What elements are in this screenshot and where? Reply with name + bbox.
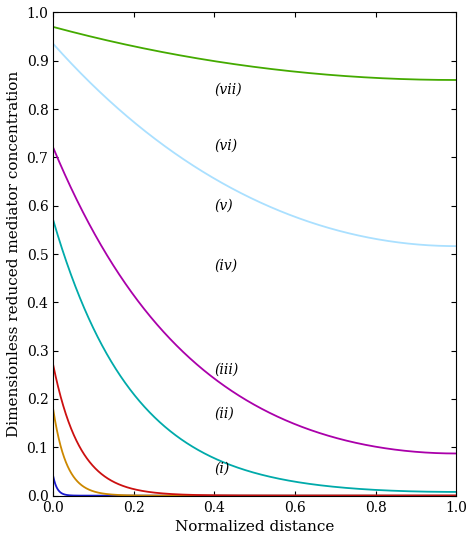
Text: (iii): (iii) bbox=[214, 363, 238, 377]
Text: (vi): (vi) bbox=[214, 138, 237, 153]
Text: (iv): (iv) bbox=[214, 259, 237, 273]
Text: (i): (i) bbox=[214, 462, 229, 476]
Text: (vii): (vii) bbox=[214, 83, 242, 97]
Text: (ii): (ii) bbox=[214, 406, 234, 420]
X-axis label: Normalized distance: Normalized distance bbox=[175, 520, 334, 534]
Text: (v): (v) bbox=[214, 199, 233, 213]
Y-axis label: Dimensionless reduced mediator concentration: Dimensionless reduced mediator concentra… bbox=[7, 71, 21, 437]
